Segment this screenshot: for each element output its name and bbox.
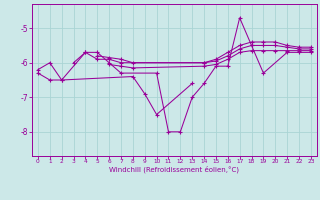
X-axis label: Windchill (Refroidissement éolien,°C): Windchill (Refroidissement éolien,°C) [109, 166, 239, 173]
